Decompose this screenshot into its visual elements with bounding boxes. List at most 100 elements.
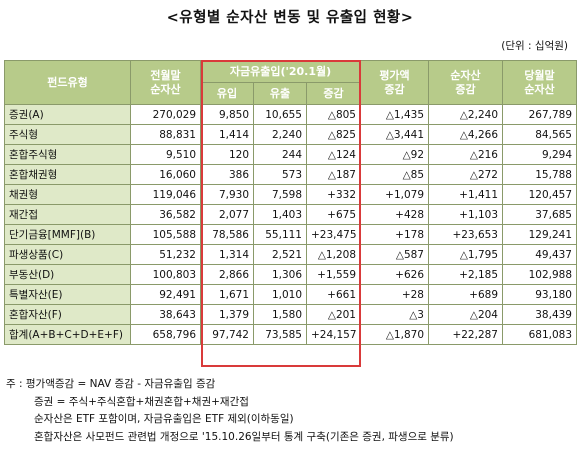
cell-chg: △187 — [306, 164, 361, 185]
row-fund-type: 단기금융[MMF](B) — [4, 224, 131, 245]
cell-chg: △1,208 — [306, 244, 361, 265]
row-fund-type: 부동산(D) — [4, 264, 131, 285]
cell-out: 1,580 — [253, 304, 307, 325]
cell-chg: +661 — [306, 284, 361, 305]
cell-chg: +675 — [306, 204, 361, 225]
cell-in: 386 — [200, 164, 254, 185]
cell-out: 244 — [253, 144, 307, 165]
cell-out: 2,240 — [253, 124, 307, 145]
cell-in: 9,850 — [200, 104, 254, 125]
row-fund-type: 재간접 — [4, 204, 131, 225]
cell-chg: +332 — [306, 184, 361, 205]
cell-nac: △216 — [428, 144, 503, 165]
cell-prev: 38,643 — [130, 304, 201, 325]
cell-out: 10,655 — [253, 104, 307, 125]
row-fund-type: 특별자산(E) — [4, 284, 131, 305]
header-change: 증감 — [306, 82, 361, 105]
table-row: 혼합채권형 16,060 386 573 △187 △85 △272 15,788 — [4, 164, 577, 185]
header-fund-type: 펀드유형 — [4, 60, 131, 105]
footnote-line: 순자산은 ETF 포함이며, 자금유출입은 ETF 제외(이하동일) — [34, 413, 294, 425]
table-row: 파생상품(C) 51,232 1,314 2,521 △1,208 △587 △1,795 4… — [4, 244, 577, 265]
cell-prev: 9,510 — [130, 144, 201, 165]
footnote-line: 주 : 평가액증감 = NAV 증감 - 자금유출입 증감 — [6, 378, 216, 390]
cell-prev: 658,796 — [130, 324, 201, 345]
cell-nac: +22,287 — [428, 324, 503, 345]
row-fund-type: 혼합자산(F) — [4, 304, 131, 325]
table-row: 합계(A+B+C+D+E+F) 658,796 97,742 73,585 +24,15… — [4, 324, 577, 345]
cell-prev: 36,582 — [130, 204, 201, 225]
cell-nac: +2,185 — [428, 264, 503, 285]
header-outflow: 유출 — [253, 82, 307, 105]
cell-in: 120 — [200, 144, 254, 165]
cell-chg: +1,559 — [306, 264, 361, 285]
cell-prev: 100,803 — [130, 264, 201, 285]
cell-chg: △825 — [306, 124, 361, 145]
header-flow-group: 자금유출입('20.1월) — [200, 60, 361, 83]
cell-in: 1,414 — [200, 124, 254, 145]
cell-in: 1,314 — [200, 244, 254, 265]
cell-chg: +23,475 — [306, 224, 361, 245]
cell-prev: 119,046 — [130, 184, 201, 205]
table-row: 주식형 88,831 1,414 2,240 △825 △3,441 △4,266 84,56… — [4, 124, 577, 145]
table-row: 단기금융[MMF](B) 105,588 78,586 55,111 +23,475 +1… — [4, 224, 577, 245]
table-row: 채권형 119,046 7,930 7,598 +332 +1,079 +1,411 120,… — [4, 184, 577, 205]
cell-curr: 38,439 — [502, 304, 577, 325]
cell-out: 1,010 — [253, 284, 307, 305]
header-prev-net-assets: 전월말 순자산 — [130, 60, 201, 105]
row-fund-type: 채권형 — [4, 184, 131, 205]
cell-val: +1,079 — [360, 184, 429, 205]
cell-curr: 15,788 — [502, 164, 577, 185]
cell-val: △85 — [360, 164, 429, 185]
header-net-assets-change: 순자산 증감 — [428, 60, 503, 105]
cell-out: 1,403 — [253, 204, 307, 225]
cell-nac: △2,240 — [428, 104, 503, 125]
cell-out: 1,306 — [253, 264, 307, 285]
header-valuation-change: 평가액 증감 — [360, 60, 429, 105]
cell-in: 97,742 — [200, 324, 254, 345]
cell-prev: 270,029 — [130, 104, 201, 125]
row-fund-type: 합계(A+B+C+D+E+F) — [4, 324, 131, 345]
fund-flow-table: 펀드유형 전월말 순자산 자금유출입('20.1월) 평가액 증감 순자산 증감… — [4, 60, 577, 345]
cell-val: +428 — [360, 204, 429, 225]
table-row: 혼합주식형 9,510 120 244 △124 △92 △216 9,294 — [4, 144, 577, 165]
cell-prev: 105,588 — [130, 224, 201, 245]
cell-in: 2,077 — [200, 204, 254, 225]
cell-nac: +23,653 — [428, 224, 503, 245]
cell-curr: 49,437 — [502, 244, 577, 265]
cell-in: 2,866 — [200, 264, 254, 285]
cell-prev: 51,232 — [130, 244, 201, 265]
cell-curr: 129,241 — [502, 224, 577, 245]
cell-out: 55,111 — [253, 224, 307, 245]
table-row: 재간접 36,582 2,077 1,403 +675 +428 +1,103 37,685 — [4, 204, 577, 225]
header-curr-net-assets: 당월말 순자산 — [502, 60, 577, 105]
cell-chg: △805 — [306, 104, 361, 125]
cell-val: △1,435 — [360, 104, 429, 125]
table-row: 특별자산(E) 92,491 1,671 1,010 +661 +28 +689 93,180 — [4, 284, 577, 305]
cell-chg: △124 — [306, 144, 361, 165]
cell-in: 78,586 — [200, 224, 254, 245]
cell-curr: 93,180 — [502, 284, 577, 305]
footnote-line: 증권 = 주식+주식혼합+채권혼합+채권+재간접 — [34, 395, 249, 408]
cell-val: △587 — [360, 244, 429, 265]
cell-chg: △201 — [306, 304, 361, 325]
cell-curr: 267,789 — [502, 104, 577, 125]
cell-nac: △272 — [428, 164, 503, 185]
cell-out: 2,521 — [253, 244, 307, 265]
cell-nac: △4,266 — [428, 124, 503, 145]
cell-in: 1,379 — [200, 304, 254, 325]
table-row: 혼합자산(F) 38,643 1,379 1,580 △201 △3 △204 38,439 — [4, 304, 577, 325]
cell-nac: +1,103 — [428, 204, 503, 225]
header-inflow: 유입 — [200, 82, 254, 105]
cell-val: +178 — [360, 224, 429, 245]
row-fund-type: 혼합주식형 — [4, 144, 131, 165]
row-fund-type: 주식형 — [4, 124, 131, 145]
cell-curr: 84,565 — [502, 124, 577, 145]
cell-out: 573 — [253, 164, 307, 185]
cell-val: △92 — [360, 144, 429, 165]
cell-nac: +689 — [428, 284, 503, 305]
cell-out: 73,585 — [253, 324, 307, 345]
cell-in: 7,930 — [200, 184, 254, 205]
cell-curr: 120,457 — [502, 184, 577, 205]
cell-out: 7,598 — [253, 184, 307, 205]
cell-prev: 16,060 — [130, 164, 201, 185]
